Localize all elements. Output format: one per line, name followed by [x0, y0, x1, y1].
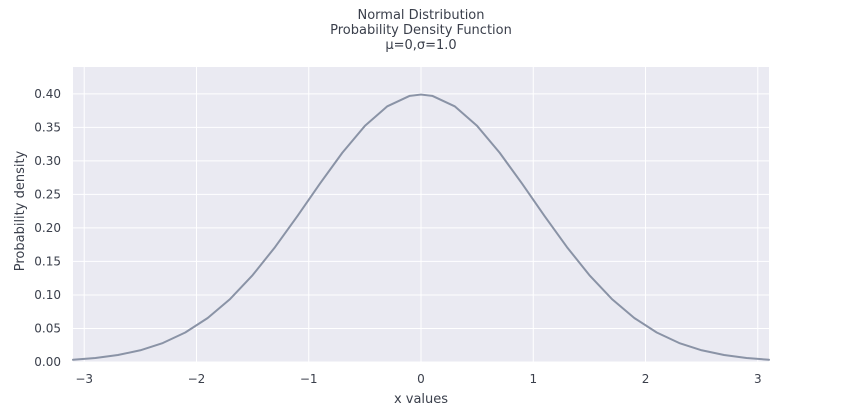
x-tick-label: −1 [300, 372, 318, 386]
chart-title-line-2: Probability Density Function [330, 23, 512, 38]
y-tick-label: 0.35 [34, 120, 61, 134]
x-tick-labels: −3 −2 −1 0 1 2 3 [75, 372, 761, 386]
x-tick-label: −3 [75, 372, 93, 386]
series-line [72, 93, 770, 361]
x-tick-label: 2 [642, 372, 650, 386]
series-lines [72, 93, 770, 361]
chart-title-line-1: Normal Distribution [357, 8, 484, 23]
y-tick-label: 0.15 [34, 254, 61, 268]
y-tick-label: 0.30 [34, 154, 61, 168]
y-tick-label: 0.25 [34, 187, 61, 201]
x-tick-label: −2 [188, 372, 206, 386]
y-tick-label: 0.40 [34, 87, 61, 101]
y-tick-label: 0.00 [34, 355, 61, 369]
x-tick-label: 0 [417, 372, 425, 386]
y-axis-label: Probability density [13, 150, 28, 271]
y-tick-label: 0.05 [34, 321, 61, 335]
y-tick-label: 0.20 [34, 221, 61, 235]
chart-title-line-3: μ=0,σ=1.0 [385, 38, 456, 53]
x-tick-label: 3 [754, 372, 762, 386]
chart-title: Normal Distribution Probability Density … [330, 8, 512, 53]
grid-lines [73, 67, 769, 363]
x-axis-label: x values [394, 392, 448, 407]
y-tick-label: 0.10 [34, 288, 61, 302]
y-tick-labels: 0.00 0.05 0.10 0.15 0.20 0.25 0.30 0.35 0.40 [34, 87, 61, 369]
x-tick-label: 1 [529, 372, 537, 386]
